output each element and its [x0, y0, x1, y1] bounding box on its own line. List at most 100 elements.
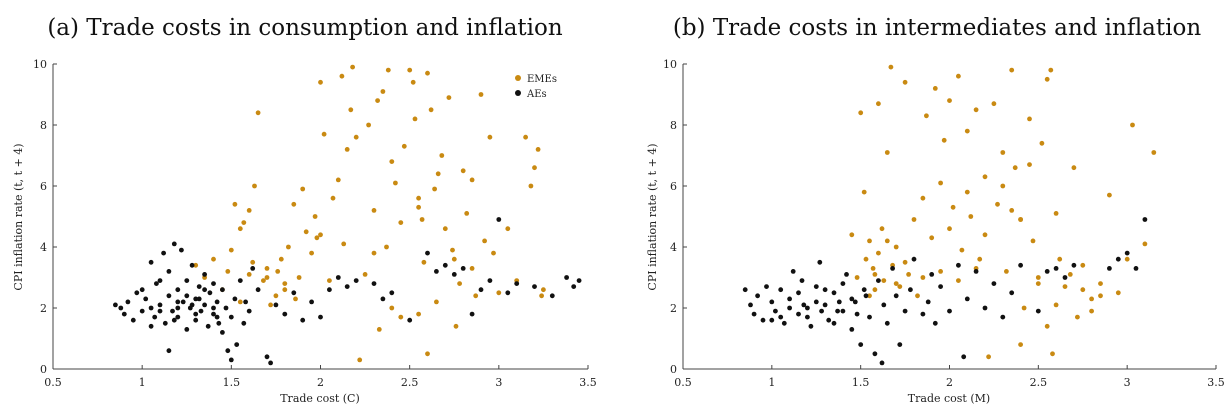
panel-b-emes-point [902, 259, 908, 265]
panel-b-aes-point [849, 327, 855, 332]
panel-b-aes-point [796, 290, 801, 296]
panel-a-points [113, 64, 582, 366]
panel-a-x-tick-label: 1.5 [223, 376, 241, 389]
panel-a-y-tick-label: 4 [40, 241, 47, 254]
panel-a-ticks: 0.5 1 1.5 2 2.5 3 3.5 0 2 4 6 8 10 [33, 58, 597, 389]
panel-b-aes-point [769, 317, 775, 323]
panel-a-x-tick-label: 2 [317, 376, 324, 389]
panel-a-aes-point [179, 247, 184, 253]
panel-b-emes-point [938, 269, 943, 274]
panel-b-aes-point [1000, 314, 1006, 320]
panel-a-emes-point [296, 275, 302, 280]
panel-b-emes-point [1067, 272, 1073, 277]
panel-b-aes-point [1035, 308, 1041, 314]
panel-b-emes-point [911, 217, 917, 222]
panel-a-aes-point [193, 296, 199, 302]
panel-b-aes-point [778, 314, 784, 320]
panel-a-emes-point [268, 302, 273, 308]
panel-b-emes-point [1115, 290, 1121, 296]
panel-a-emes-point [384, 244, 389, 250]
panel-b-aes-point [778, 287, 784, 293]
panel-a-emes-point [362, 272, 368, 277]
panel-b-aes-point [858, 342, 864, 347]
panel-b-aes-point [748, 302, 753, 308]
panel-a-emes-point [380, 89, 386, 94]
panel-b-emes-point [884, 150, 890, 155]
panel-b-emes-point [1053, 302, 1059, 308]
panel-a-emes-point [393, 180, 398, 186]
panel-b-aes-point [932, 320, 938, 326]
panel-b-aes-point [813, 299, 819, 305]
panel-a-emes-point [419, 217, 425, 222]
panel-b-emes-point [867, 238, 872, 244]
panel-a-emes-point [330, 195, 336, 201]
panel-a-emes-point [428, 107, 434, 113]
panel-a-emes-point [318, 79, 323, 85]
panel-b-aes-point [908, 287, 913, 293]
panel-a-emes-point [327, 278, 332, 283]
panel-a-aes-point [232, 296, 238, 302]
panel-a-emes-point [366, 122, 371, 128]
panel-b-aes-point [819, 308, 824, 314]
panel-a-emes-point [496, 290, 502, 296]
panel-a-emes-point [261, 278, 266, 283]
panel-b-emes-point [1035, 281, 1041, 286]
panel-b-aes-point [826, 317, 832, 323]
panel-a-aes-point [451, 272, 457, 277]
panel-b-emes-point [947, 226, 952, 232]
panel-a-aes-point [125, 299, 131, 305]
panel-b-y-tick-label: 4 [670, 241, 677, 254]
panel-b-x-tick-label: 0.5 [674, 376, 692, 389]
panel-a-aes-point [469, 311, 475, 317]
panel-b-aes-point [890, 266, 895, 271]
panel-a-emes-point [432, 186, 437, 192]
panel-a-aes-point [335, 275, 341, 280]
panel-a-aes-point [157, 278, 163, 283]
panel-a-emes-point [318, 232, 323, 238]
panel-b-emes-point [1107, 192, 1112, 198]
panel-b-aes-point [808, 323, 814, 329]
panel-a-aes-point [214, 299, 220, 305]
panel-a-emes-point [293, 296, 298, 302]
panel-a-aes-point [344, 284, 350, 289]
panel-a-aes-point [148, 305, 154, 311]
panel-b-emes-point [879, 226, 885, 232]
panel-a-x-tick-label: 3.5 [579, 376, 597, 389]
panel-a-emes-point [469, 177, 475, 183]
panel-b-aes-point [831, 290, 837, 296]
panel-b-emes-point [1080, 287, 1086, 293]
panel-b-emes-point [1009, 208, 1015, 213]
panel-a-emes-point [246, 208, 252, 213]
panel-a-y-axis-label: CPI inflation rate (t, t + 4) [12, 143, 25, 290]
legend-emes-label: EMEs [527, 74, 557, 85]
panel-b-aes-point [769, 299, 775, 305]
panel-a-aes-point [282, 311, 288, 317]
panel-b-emes-point [1044, 76, 1050, 82]
panel-a-aes-point [202, 287, 208, 293]
panel-b-aes-point [973, 269, 979, 274]
panel-a-emes-point [442, 226, 448, 232]
panel-a-emes-point [407, 67, 413, 73]
panel-b-aes-point [764, 284, 769, 289]
panel-a-aes-point [121, 311, 127, 317]
panel-b-aes-point [831, 320, 837, 326]
panel-b-emes-point [897, 284, 903, 289]
panel-b-emes-point [1098, 293, 1103, 299]
panel-b-emes-point [915, 293, 920, 299]
panel-b-aes-point [805, 314, 810, 320]
panel-b-emes-point [959, 247, 965, 253]
panel-b-emes-point [884, 238, 890, 244]
panel-a-aes-point [371, 281, 377, 286]
panel-a-aes-point [478, 287, 484, 293]
panel-b-emes-point [1124, 256, 1130, 262]
panel-b-aes-point [805, 305, 810, 311]
panel-b-y-tick-label: 2 [670, 302, 677, 315]
panel-a-emes-point [344, 147, 350, 152]
panel-a-aes-point [225, 348, 231, 354]
panel-a-x-tick-label: 2.5 [401, 376, 419, 389]
panel-b-emes-point [986, 354, 991, 360]
panel-b-aes-point [822, 302, 828, 308]
panel-a-aes-point [134, 290, 140, 296]
panel-a-emes-point [410, 79, 416, 85]
panel-b-ticks: 0.5 1 1.5 2 2.5 3 3.5 0 2 4 6 8 10 [663, 58, 1225, 389]
